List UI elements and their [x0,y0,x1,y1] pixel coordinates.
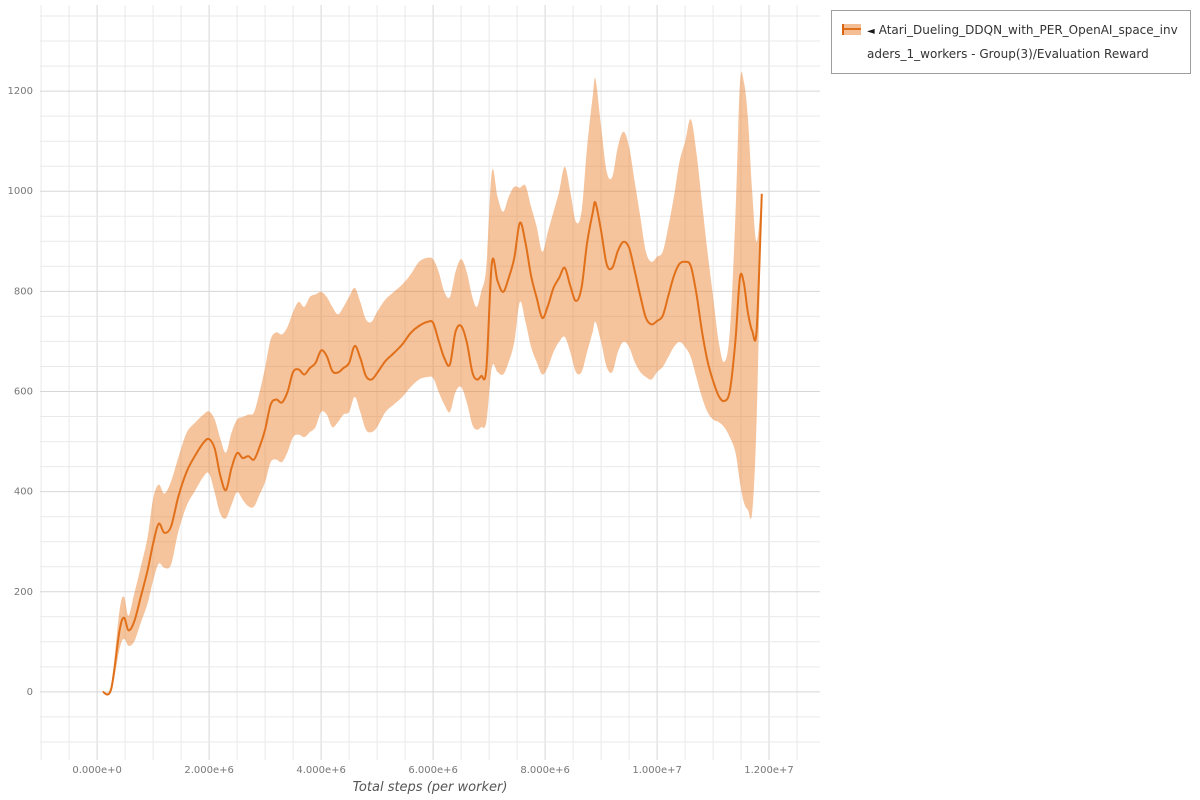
y-tick-label: 800 [14,286,33,297]
x-tick-label: 1.000e+7 [632,765,682,776]
legend-item[interactable]: ◄ Atari_Dueling_DDQN_with_PER_OpenAI_spac… [842,19,1180,65]
legend-swatch [842,24,861,35]
confidence-band [102,71,762,696]
axis-layer: 0.000e+0 2.000e+6 4.000e+6 6.000e+6 8.000e+6… [8,86,794,776]
y-tick-label: 1000 [8,186,33,197]
x-tick-label: 4.000e+6 [296,765,346,776]
x-tick-label: 2.000e+6 [184,765,234,776]
legend-series-name: Atari_Dueling_DDQN_with_PER_OpenAI_space… [867,23,1178,61]
x-tick-label: 6.000e+6 [408,765,458,776]
y-tick-label: 600 [14,387,33,398]
series-layer [102,71,763,696]
legend-marker-icon: ◄ [867,26,875,37]
y-tick-label: 0 [27,687,33,698]
legend: ◄ Atari_Dueling_DDQN_with_PER_OpenAI_spac… [831,10,1191,74]
y-tick-label: 200 [14,587,33,598]
series-line [102,193,763,696]
y-tick-label: 1200 [8,86,33,97]
y-tick-label: 400 [14,487,33,498]
x-tick-label: 8.000e+6 [520,765,570,776]
x-tick-label: 1.200e+7 [744,765,794,776]
legend-series-label: ◄ Atari_Dueling_DDQN_with_PER_OpenAI_spac… [867,19,1180,65]
x-tick-label: 0.000e+0 [72,765,122,776]
x-axis-label: Total steps (per worker) [353,780,508,795]
